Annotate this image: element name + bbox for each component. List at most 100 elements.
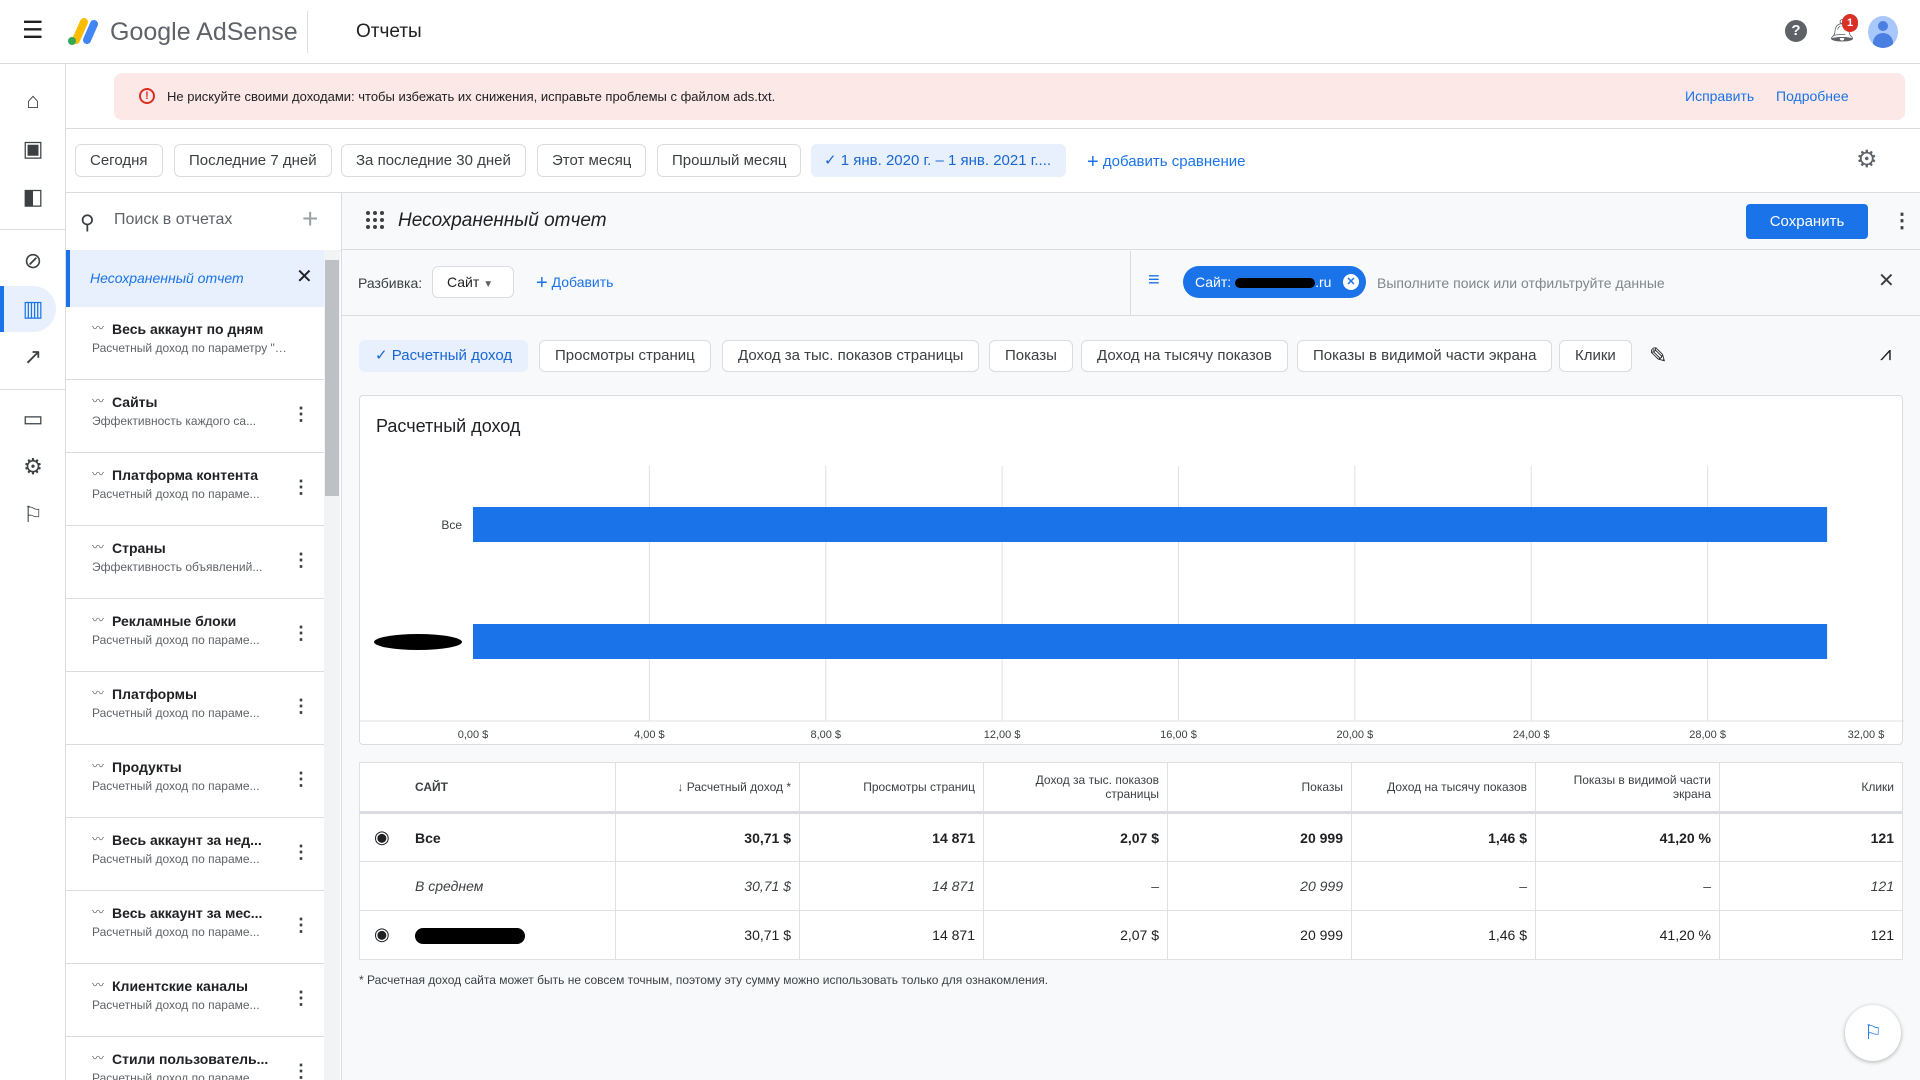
add-breakdown-button[interactable]: + Добавить [536, 272, 613, 295]
more-vert-icon[interactable]: ⋮ [292, 988, 310, 1008]
metric-chip[interactable]: Просмотры страниц [539, 340, 711, 372]
value-cell: 14 871 [799, 861, 984, 911]
more-vert-icon[interactable]: ⋮ [292, 915, 310, 935]
apps-grid-icon[interactable] [366, 211, 384, 229]
report-list-item[interactable]: 〰 Платформа контента Расчетный доход по па… [66, 453, 324, 526]
value-cell: 20 999 [1167, 812, 1352, 862]
reports-nav-active[interactable] [0, 286, 56, 332]
more-vert-icon[interactable]: ⋮ [292, 404, 310, 424]
col-impression-rpm[interactable]: Доход на тысячу показов [1351, 762, 1536, 814]
add-comparison-button[interactable]: + добавить сравнение [1087, 151, 1246, 174]
range-this-month[interactable]: Этот месяц [537, 144, 647, 177]
edit-metrics-icon[interactable]: ✎ [1649, 343, 1668, 368]
bar[interactable] [473, 507, 1828, 542]
save-button[interactable]: Сохранить [1746, 204, 1868, 239]
blocking-icon[interactable]: ⊘ [23, 248, 43, 273]
col-pageviews[interactable]: Просмотры страниц [799, 762, 984, 814]
metric-chip[interactable]: Доход за тыс. показов страницы [722, 340, 980, 372]
more-vert-icon[interactable]: ⋮ [292, 842, 310, 862]
report-trend-icon: 〰 [92, 686, 105, 700]
payments-icon[interactable]: ▭ [22, 406, 44, 431]
cell-text: 2,07 $ [1120, 927, 1159, 943]
report-list-item[interactable]: 〰 Весь аккаунт за мес... Расчетный доход п… [66, 891, 324, 964]
table-row: В среднем 30,71 $ 14 871 – 20 999 – – 121 [359, 861, 1903, 911]
feedback-icon[interactable]: ⚐ [23, 502, 43, 527]
more-vert-icon[interactable]: ⋮ [292, 623, 310, 643]
settings-icon[interactable]: ⚙ [23, 454, 43, 479]
more-vert-icon[interactable]: ⋮ [292, 696, 310, 716]
cell-text: 1,46 $ [1488, 829, 1527, 846]
col-site[interactable]: САЙТ [359, 762, 616, 814]
more-vert-icon[interactable]: ⋮ [292, 1061, 310, 1080]
avatar[interactable] [1868, 16, 1898, 48]
report-list-item[interactable]: 〰 Весь аккаунт по дням Расчетный доход по … [66, 307, 324, 380]
site-filter-chip[interactable]: Сайт: .ru ✕ [1183, 266, 1366, 298]
report-list-item[interactable]: 〰 Весь аккаунт за нед... Расчетный доход п… [66, 818, 324, 891]
col-page-rpm[interactable]: Доход за тыс. показов страницы [983, 762, 1168, 814]
learn-more-link[interactable]: Подробнее [1776, 88, 1849, 104]
help-icon[interactable]: ? [1785, 20, 1807, 42]
report-search-input[interactable]: Поиск в отчетах [114, 211, 233, 228]
report-list-item[interactable]: 〰 Сайты Эффективность каждого са... ⋮ [66, 380, 324, 453]
col-viewability[interactable]: Показы в видимой части экрана [1535, 762, 1720, 814]
report-list-item[interactable]: 〰 Платформы Расчетный доход по параме... ⋮ [66, 672, 324, 745]
col-impressions[interactable]: Показы [1167, 762, 1352, 814]
report-trend-icon: 〰 [92, 467, 105, 481]
breakdown-select[interactable]: Сайт ▼ [432, 266, 514, 298]
col-clicks[interactable]: Клики [1719, 762, 1903, 814]
range-last-7[interactable]: Последние 7 дней [174, 144, 332, 177]
add-report-icon[interactable]: + [302, 203, 319, 234]
report-item-title: Весь аккаунт за нед... [112, 832, 262, 848]
report-item-subtitle: Расчетный доход по параме... [92, 487, 260, 501]
active-report-label: Несохраненный отчет [90, 270, 244, 286]
ads-icon[interactable]: ▣ [22, 136, 44, 161]
report-item-subtitle: Расчетный доход по параме... [92, 1071, 260, 1080]
date-range-bar: Сегодня Последние 7 дней За последние 30… [66, 129, 1920, 193]
feedback-fab[interactable]: ⚐ [1845, 1005, 1901, 1061]
adsense-logo[interactable] [66, 16, 98, 46]
chart-type-icon[interactable]: ⩘ [1880, 343, 1892, 365]
metric-chip-selected[interactable]: ✓ Расчетный доход [359, 340, 529, 372]
site-cell: В среднем [359, 861, 616, 911]
report-list-item[interactable]: 〰 Рекламные блоки Расчетный доход по парам… [66, 599, 324, 672]
active-report-item[interactable]: Несохраненный отчет ✕ [66, 250, 324, 307]
home-icon[interactable]: ⌂ [26, 88, 40, 113]
metric-chip[interactable]: Доход на тысячу показов [1081, 340, 1288, 372]
value-cell: 121 [1719, 910, 1903, 960]
cell-text: 1,46 $ [1488, 927, 1527, 943]
more-vert-icon[interactable]: ⋮ [292, 477, 310, 497]
more-vert-icon[interactable]: ⋮ [292, 769, 310, 789]
bar[interactable] [473, 624, 1828, 659]
reports-icon[interactable]: ▥ [22, 296, 44, 321]
remove-filter-icon[interactable]: ✕ [1343, 274, 1359, 290]
metric-chip[interactable]: Показы в видимой части экрана [1297, 340, 1553, 372]
menu-icon[interactable]: ☰ [22, 17, 44, 44]
report-list-item[interactable]: 〰 Продукты Расчетный доход по параме... ⋮ [66, 745, 324, 818]
sites-icon[interactable]: ◧ [22, 184, 44, 209]
metric-chip[interactable]: Показы [989, 340, 1073, 372]
scrollbar[interactable] [324, 250, 340, 1080]
fix-link[interactable]: Исправить [1685, 88, 1755, 104]
range-custom-selected[interactable]: ✓ 1 янв. 2020 г. – 1 янв. 2021 г.... [811, 144, 1067, 177]
report-title[interactable]: Несохраненный отчет [398, 210, 607, 231]
report-list-item[interactable]: 〰 Клиентские каналы Расчетный доход по пар… [66, 964, 324, 1037]
clear-filters-icon[interactable]: ✕ [1878, 270, 1895, 292]
report-list-item[interactable]: 〰 Стили пользователь... Расчетный доход по… [66, 1037, 324, 1080]
range-last-30[interactable]: За последние 30 дней [341, 144, 526, 177]
metric-chip[interactable]: Клики [1559, 340, 1632, 372]
filter-chip-label: Сайт: [1195, 274, 1232, 290]
report-list-item[interactable]: 〰 Страны Эффективность объявлений... ⋮ [66, 526, 324, 599]
range-last-month[interactable]: Прошлый месяц [657, 144, 802, 177]
range-today[interactable]: Сегодня [75, 144, 163, 177]
more-vert-icon[interactable]: ⋮ [292, 550, 310, 570]
col-revenue[interactable]: ↓ Расчетный доход * [615, 762, 800, 814]
report-item-subtitle: Расчетный доход по параме... [92, 998, 260, 1012]
filter-search-input[interactable]: Выполните поиск или отфильтруйте данные [1377, 275, 1665, 291]
visibility-eye-icon[interactable]: ◉ [374, 924, 390, 944]
visibility-eye-icon[interactable]: ◉ [374, 827, 390, 847]
close-report-icon[interactable]: ✕ [296, 266, 313, 288]
optimization-icon[interactable]: ↗ [23, 344, 43, 369]
settings-gear-icon[interactable]: ⚙ [1856, 146, 1878, 173]
more-vert-icon[interactable]: ⋮ [1892, 210, 1912, 232]
filter-icon[interactable]: ≡ [1148, 269, 1160, 291]
